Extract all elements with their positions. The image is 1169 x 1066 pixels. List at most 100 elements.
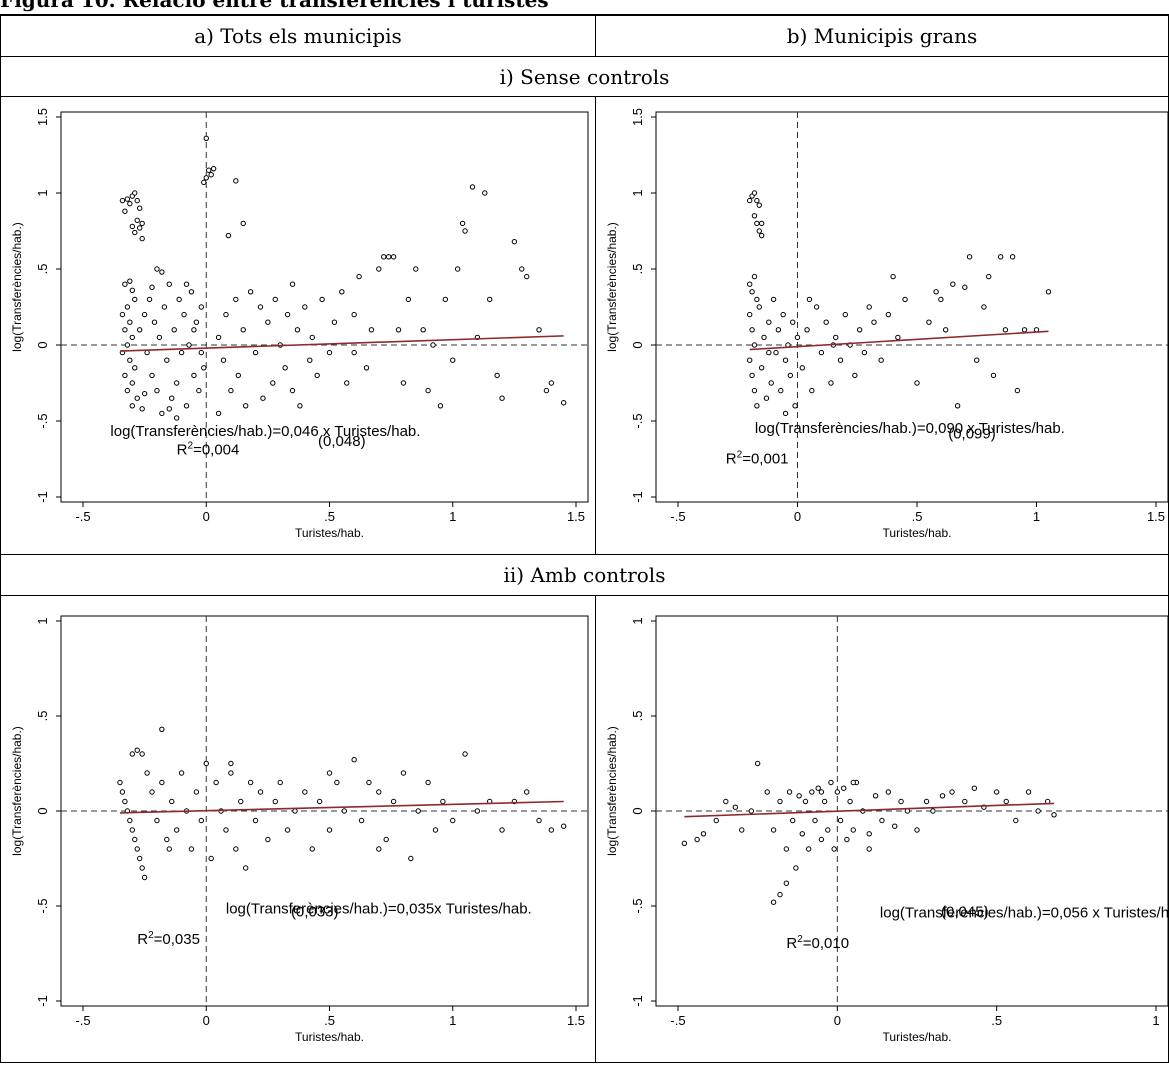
scatter-point — [802, 798, 809, 805]
scatter-point — [203, 760, 209, 767]
scatter-point — [739, 827, 745, 833]
scatter-point — [732, 804, 739, 810]
scatter-point — [806, 296, 813, 303]
scatter-point — [440, 798, 446, 805]
scatter-point — [777, 891, 783, 898]
scatter-point — [895, 334, 901, 341]
x-tick-label: 0 — [203, 509, 210, 524]
scatter-point — [395, 327, 402, 333]
scatter-point — [173, 827, 180, 833]
scatter-point — [751, 273, 758, 280]
scatter-point — [297, 403, 303, 409]
scatter-point — [282, 365, 288, 371]
y-tick-label: 1.5 — [630, 108, 645, 126]
scatter-point — [124, 387, 131, 394]
scatter-point — [560, 400, 567, 406]
scatter-point — [134, 846, 140, 852]
scatter-point — [223, 827, 229, 833]
y-tick-label: 1 — [35, 189, 50, 196]
scatter-point — [272, 798, 278, 805]
scatter-point — [986, 273, 992, 280]
x-tick-label: -.5 — [75, 1013, 90, 1028]
scatter-point — [149, 372, 155, 379]
scatter-point — [122, 281, 128, 287]
scatter-point — [754, 296, 760, 303]
x-tick-label: 1.5 — [567, 509, 585, 524]
scatter-point — [764, 789, 770, 795]
scatter-point — [358, 817, 365, 824]
scatter-point — [524, 789, 530, 795]
scatter-point — [124, 196, 131, 202]
y-tick-label: 0 — [630, 341, 645, 348]
scatter-point — [499, 827, 505, 833]
scatter-point — [201, 365, 207, 371]
scatter-point — [132, 229, 138, 236]
scatter-point — [993, 789, 1000, 795]
scatter-point — [511, 238, 518, 245]
scatter-point — [119, 789, 126, 795]
scatter-point — [132, 836, 138, 843]
x-axis-label: Turistes/hab. — [883, 526, 952, 540]
scatter-point — [809, 387, 815, 394]
scatter-point — [524, 273, 530, 280]
scatter-point — [474, 808, 481, 814]
scatter-point — [161, 304, 168, 310]
scatter-point — [754, 197, 760, 204]
scatter-point — [787, 372, 794, 379]
fitted-line — [749, 330, 1049, 351]
x-axis-label: Turistes/hab. — [883, 1030, 952, 1044]
y-tick-label: -.5 — [630, 898, 645, 913]
scatter-point — [747, 197, 753, 204]
scatter-point — [681, 840, 688, 847]
y-tick-label: -1 — [35, 491, 50, 503]
scatter-point — [265, 319, 271, 325]
scatter-point — [122, 327, 128, 333]
scatter-point — [792, 403, 798, 409]
scatter-point — [178, 349, 185, 356]
scatter-plot-a-ii: -.5 0 .5 1 1.5 Turistes/hab. -1 -.5 0 .5 1 log(Tran… — [10, 615, 589, 1044]
scatter-point — [748, 808, 754, 814]
scatter-point — [425, 779, 431, 786]
scatter-point — [220, 357, 227, 363]
scatter-point — [203, 175, 209, 181]
scatter-point — [1045, 289, 1052, 295]
y-tick-label: -.5 — [630, 413, 645, 428]
scatter-point — [314, 372, 320, 379]
scatter-point — [191, 372, 197, 379]
scatter-point — [850, 827, 856, 833]
scatter-point — [891, 823, 898, 829]
scatter-point — [149, 789, 155, 795]
scatter-point — [193, 789, 200, 795]
x-axis-label: Turistes/hab. — [295, 526, 364, 540]
scatter-point — [129, 287, 136, 293]
scatter-point — [885, 789, 892, 795]
scatter-point — [129, 827, 136, 833]
scatter-point — [844, 836, 850, 843]
r-squared-label: R2=0,001 — [726, 450, 789, 468]
y-tick-label: 1 — [35, 617, 50, 624]
scatter-point — [122, 372, 128, 379]
y-axis-label: log(Transferències/hab.) — [605, 726, 619, 856]
scatter-point — [773, 349, 779, 356]
scatter-point — [775, 327, 782, 333]
fitted-line — [119, 800, 564, 814]
scatter-point — [134, 197, 140, 204]
y-tick-label: 0 — [35, 341, 50, 348]
scatter-point — [186, 342, 192, 348]
scatter-point — [201, 179, 207, 186]
scatter-point — [141, 874, 148, 881]
scatter-point — [482, 190, 488, 196]
scatter-point — [413, 266, 419, 272]
figure-caption-fragment: Figura 10. Relació entre transferències … — [0, 0, 549, 12]
scatter-point — [837, 357, 844, 363]
scatter-point — [818, 349, 825, 356]
scatter-point — [260, 395, 266, 401]
scatter-point — [385, 254, 392, 260]
scatter-point — [363, 365, 370, 371]
scatter-point — [127, 278, 133, 284]
figure-grid: a) Tots els municipis b) Municipis grans… — [0, 14, 1169, 1063]
scatter-point — [780, 311, 786, 318]
scatter-point — [878, 357, 884, 363]
fitted-line — [119, 335, 564, 352]
scatter-point — [837, 817, 844, 824]
